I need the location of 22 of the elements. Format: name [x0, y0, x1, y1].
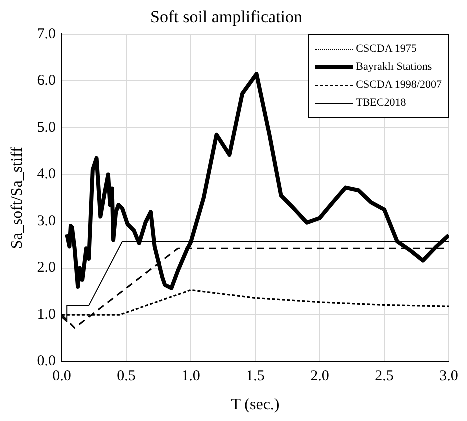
x-tick-label: 2.0: [310, 368, 330, 385]
y-tick-label: 0.0: [37, 354, 56, 370]
y-tick-label: 3.0: [37, 213, 56, 230]
x-tick-label: 0.0: [52, 368, 72, 385]
y-tick-label: 4.0: [37, 166, 56, 183]
x-tick-label: 1.5: [246, 368, 265, 385]
y-tick-label: 1.0: [37, 306, 56, 323]
legend-label: CSCDA 1975: [356, 42, 417, 58]
y-tick-label: 5.0: [37, 120, 56, 136]
legend-label: CSCDA 1998/2007: [356, 78, 442, 94]
legend-label: Bayraklı Stations: [356, 60, 432, 76]
x-axis-title: T (sec.): [231, 396, 280, 414]
y-tick-label: 7.0: [37, 26, 56, 42]
legend-label: TBEC2018: [356, 96, 406, 112]
x-tick-label: 0.5: [117, 368, 136, 385]
y-axis-title: Sa_soft/Sa_stiff: [8, 146, 26, 250]
x-tick-label: 1.0: [182, 368, 200, 385]
chart-title: Soft soil amplification: [150, 8, 304, 27]
y-tick-label: 6.0: [37, 73, 56, 90]
x-tick-label: 2.5: [375, 368, 394, 385]
x-tick-label: 3.0: [440, 368, 458, 385]
y-tick-label: 2.0: [37, 260, 56, 276]
